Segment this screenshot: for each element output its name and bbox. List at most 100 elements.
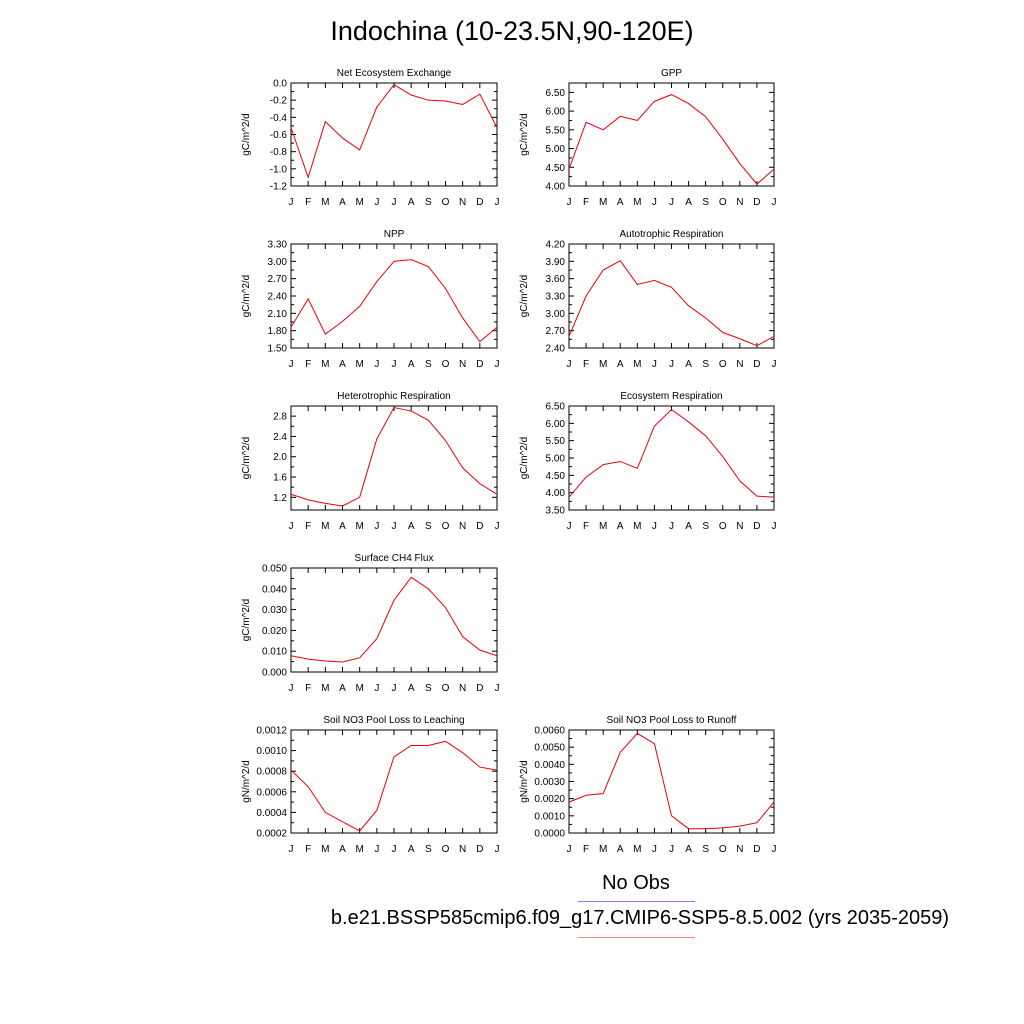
x-tick-label: M xyxy=(355,521,363,532)
y-tick-label: 0.0006 xyxy=(256,787,287,798)
x-tick-label: O xyxy=(719,844,727,855)
x-tick-label: F xyxy=(583,521,589,532)
y-tick-label: 0.0 xyxy=(273,79,287,90)
x-tick-label: J xyxy=(652,844,657,855)
y-axis-label: gN/m^2/d xyxy=(519,760,530,803)
plot-frame xyxy=(568,82,775,187)
y-tick-label: 0.0010 xyxy=(534,811,565,822)
x-tick-label: M xyxy=(321,521,329,532)
x-tick-label: M xyxy=(633,197,641,208)
plot-frame xyxy=(290,729,498,834)
chart-panel-1: Net Ecosystem Exchange gC/m^2/d -1.2 -1.0 -0… xyxy=(241,68,500,208)
x-tick-label: O xyxy=(719,521,727,532)
x-tick-label: O xyxy=(719,197,727,208)
plot-frame xyxy=(568,405,775,511)
x-tick-label: A xyxy=(408,683,415,694)
y-tick-label: 0.0060 xyxy=(534,726,565,737)
y-tick-label: 1.2 xyxy=(273,493,287,504)
x-tick-label: S xyxy=(702,844,709,855)
x-tick-label: N xyxy=(459,521,466,532)
y-axis-label: gC/m^2/d xyxy=(519,275,530,318)
y-tick-label: 6.00 xyxy=(546,107,566,118)
y-tick-label: 2.4 xyxy=(273,432,287,443)
y-tick-label: 0.010 xyxy=(262,647,287,658)
panel-title: NPP xyxy=(384,229,405,240)
x-tick-label: O xyxy=(442,844,450,855)
panel-title: Soil NO3 Pool Loss to Runoff xyxy=(607,715,737,726)
x-tick-label: J xyxy=(374,521,379,532)
y-tick-label: 3.90 xyxy=(546,257,566,268)
y-tick-label: 2.0 xyxy=(273,452,287,463)
chart-panel-5: Heterotrophic Respiration gC/m^2/d 1.2 1.6 2… xyxy=(241,391,500,532)
x-tick-label: J xyxy=(495,197,500,208)
chart-panel-6: Ecosystem Respiration gC/m^2/d 3.50 4.00 4.5… xyxy=(519,391,777,532)
x-tick-label: J xyxy=(567,521,572,532)
x-tick-label: N xyxy=(459,683,466,694)
y-tick-label: 2.70 xyxy=(268,274,288,285)
x-tick-label: A xyxy=(685,197,692,208)
x-tick-label: M xyxy=(599,521,607,532)
series-line xyxy=(290,259,498,343)
series-line xyxy=(290,84,498,180)
legend-case-label: b.e21.BSSP585cmip6.f09_g17.CMIP6-SSP5-8.… xyxy=(330,907,950,929)
y-tick-label: -0.6 xyxy=(270,130,288,141)
x-tick-label: O xyxy=(719,359,727,370)
x-tick-label: M xyxy=(355,197,363,208)
series-line xyxy=(290,740,498,832)
x-tick-label: F xyxy=(305,844,311,855)
y-tick-label: 0.0030 xyxy=(534,777,565,788)
y-tick-label: 0.0000 xyxy=(534,829,565,840)
x-tick-label: D xyxy=(476,359,483,370)
y-tick-label: 3.00 xyxy=(546,309,566,320)
y-tick-label: 3.30 xyxy=(268,240,288,251)
x-tick-label: A xyxy=(408,197,415,208)
x-tick-label: J xyxy=(289,844,294,855)
x-tick-label: A xyxy=(408,844,415,855)
x-tick-label: N xyxy=(736,521,743,532)
chart-panel-4: Autotrophic Respiration gC/m^2/d 2.40 2.70 3… xyxy=(519,229,777,370)
x-tick-label: J xyxy=(652,521,657,532)
x-tick-label: J xyxy=(495,683,500,694)
x-tick-label: N xyxy=(736,359,743,370)
x-tick-label: S xyxy=(425,359,432,370)
x-tick-label: M xyxy=(599,844,607,855)
x-tick-label: J xyxy=(374,844,379,855)
figure-title: Indochina (10-23.5N,90-120E) xyxy=(330,16,694,46)
y-tick-label: 4.50 xyxy=(546,471,566,482)
x-tick-label: S xyxy=(702,197,709,208)
x-tick-label: N xyxy=(736,844,743,855)
x-tick-label: M xyxy=(321,197,329,208)
y-tick-label: 4.00 xyxy=(546,488,566,499)
x-tick-label: D xyxy=(476,521,483,532)
x-tick-label: J xyxy=(669,197,674,208)
y-tick-label: 0.0012 xyxy=(256,726,287,737)
y-tick-label: 2.70 xyxy=(546,326,566,337)
x-tick-label: A xyxy=(617,844,624,855)
y-tick-label: 3.50 xyxy=(546,506,566,517)
x-tick-label: A xyxy=(408,359,415,370)
y-tick-label: 0.0004 xyxy=(256,808,287,819)
x-tick-label: A xyxy=(685,844,692,855)
x-tick-label: J xyxy=(289,683,294,694)
x-tick-label: M xyxy=(321,683,329,694)
y-axis-label: gC/m^2/d xyxy=(241,275,252,318)
y-axis-label: gC/m^2/d xyxy=(241,437,252,480)
y-tick-label: 4.00 xyxy=(546,182,566,193)
panel-title: Heterotrophic Respiration xyxy=(337,391,450,402)
x-tick-label: D xyxy=(753,359,760,370)
x-tick-label: M xyxy=(321,844,329,855)
x-tick-label: J xyxy=(652,359,657,370)
y-axis-label: gN/m^2/d xyxy=(241,760,252,803)
y-tick-label: -0.4 xyxy=(270,113,288,124)
y-tick-label: 1.6 xyxy=(273,473,287,484)
x-tick-label: J xyxy=(495,521,500,532)
x-tick-label: F xyxy=(583,197,589,208)
x-tick-label: F xyxy=(583,844,589,855)
y-tick-label: 0.030 xyxy=(262,605,287,616)
x-tick-label: A xyxy=(617,359,624,370)
x-tick-label: F xyxy=(305,683,311,694)
x-tick-label: A xyxy=(617,521,624,532)
plot-frame xyxy=(290,567,498,673)
x-tick-label: D xyxy=(753,844,760,855)
